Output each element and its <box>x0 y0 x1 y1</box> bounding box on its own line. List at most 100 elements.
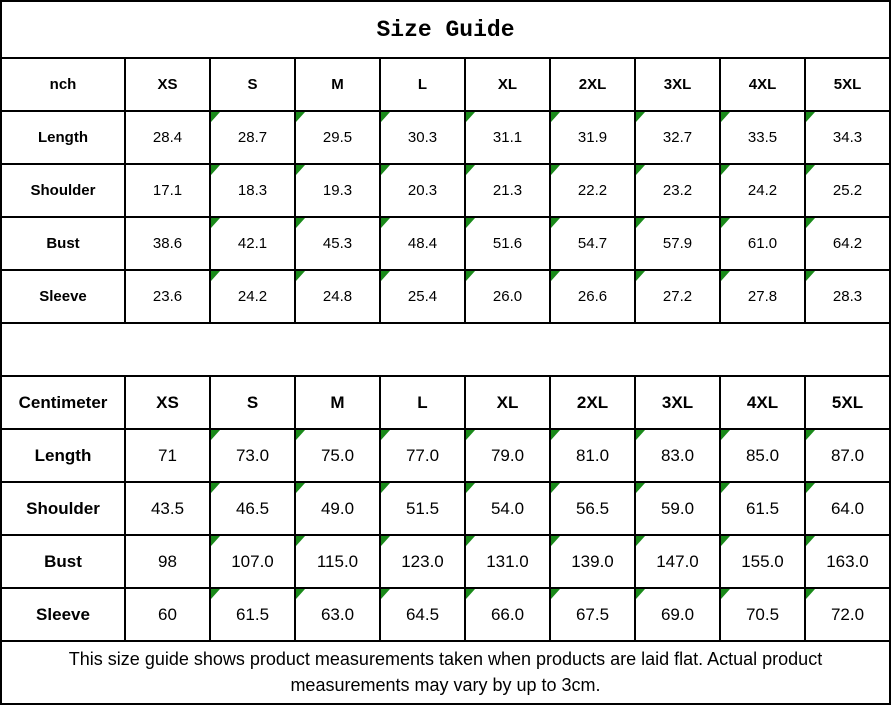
size-header-cell: 5XL <box>804 57 891 112</box>
cell-error-indicator-icon <box>807 113 815 122</box>
inch-header-row: nch XS S M L XL 2XL 3XL 4XL 5XL <box>0 57 891 112</box>
measurement-label-cell: Length <box>0 428 126 483</box>
measurement-value: 24.2 <box>747 182 778 199</box>
measurement-value: 31.9 <box>577 129 608 146</box>
measurement-value-cell: 63.0 <box>294 587 381 642</box>
measurement-value: 155.0 <box>741 551 784 571</box>
cell-error-indicator-icon <box>722 537 730 546</box>
measurement-value: 48.4 <box>407 235 438 252</box>
centimeter-header-row: Centimeter XS S M L XL 2XL 3XL 4XL 5XL <box>0 375 891 430</box>
measurement-value-cell: 71 <box>124 428 211 483</box>
measurement-value-cell: 64.5 <box>379 587 466 642</box>
cell-error-indicator-icon <box>297 537 305 546</box>
cell-error-indicator-icon <box>467 484 475 493</box>
cell-error-indicator-icon <box>807 272 815 281</box>
measurement-value: 81.0 <box>575 445 610 465</box>
centimeter-bust-row: Bust 98 107.0 115.0 123.0 131.0 139.0 14… <box>0 534 891 589</box>
measurement-value-cell: 27.2 <box>634 269 721 324</box>
measurement-value: 61.5 <box>745 498 780 518</box>
cell-error-indicator-icon <box>552 590 560 599</box>
measurement-value-cell: 59.0 <box>634 481 721 536</box>
size-header-cell: XL <box>464 375 551 430</box>
cell-error-indicator-icon <box>212 537 220 546</box>
measurement-value-cell: 54.7 <box>549 216 636 271</box>
measurement-value-cell: 21.3 <box>464 163 551 218</box>
measurement-value-cell: 66.0 <box>464 587 551 642</box>
cell-error-indicator-icon <box>637 431 645 440</box>
measurement-value: 18.3 <box>237 182 268 199</box>
measurement-value-cell: 77.0 <box>379 428 466 483</box>
size-header-cell: L <box>379 57 466 112</box>
size-header-cell: XL <box>464 57 551 112</box>
measurement-value-cell: 56.5 <box>549 481 636 536</box>
measurement-value: 27.8 <box>747 288 778 305</box>
size-header-cell: XS <box>124 375 211 430</box>
cell-error-indicator-icon <box>212 272 220 281</box>
measurement-label-cell: Bust <box>0 534 126 589</box>
measurement-value: 26.6 <box>577 288 608 305</box>
measurement-value-cell: 69.0 <box>634 587 721 642</box>
cell-error-indicator-icon <box>722 272 730 281</box>
measurement-value-cell: 46.5 <box>209 481 296 536</box>
spacer-cell <box>0 322 891 377</box>
size-header-cell: M <box>294 375 381 430</box>
measurement-value-cell: 123.0 <box>379 534 466 589</box>
measurement-value: 59.0 <box>660 498 695 518</box>
size-header-cell: S <box>209 57 296 112</box>
measurement-value-cell: 27.8 <box>719 269 806 324</box>
centimeter-sleeve-row: Sleeve 60 61.5 63.0 64.5 66.0 67.5 69.0 … <box>0 587 891 642</box>
size-header-cell: 3XL <box>634 57 721 112</box>
measurement-value-cell: 38.6 <box>124 216 211 271</box>
size-header-cell: 4XL <box>719 375 806 430</box>
cell-error-indicator-icon <box>297 166 305 175</box>
measurement-value: 107.0 <box>231 551 274 571</box>
measurement-label-cell: Bust <box>0 216 126 271</box>
cell-error-indicator-icon <box>722 484 730 493</box>
cell-error-indicator-icon <box>807 431 815 440</box>
unit-header-cell: nch <box>0 57 126 112</box>
measurement-value: 73.0 <box>235 445 270 465</box>
measurement-value: 24.2 <box>237 288 268 305</box>
measurement-value: 31.1 <box>492 129 523 146</box>
measurement-value: 28.4 <box>152 129 183 146</box>
cell-error-indicator-icon <box>467 537 475 546</box>
cell-error-indicator-icon <box>637 537 645 546</box>
measurement-value-cell: 67.5 <box>549 587 636 642</box>
cell-error-indicator-icon <box>722 431 730 440</box>
measurement-label-cell: Sleeve <box>0 269 126 324</box>
size-header-cell: 4XL <box>719 57 806 112</box>
cell-error-indicator-icon <box>637 484 645 493</box>
measurement-value: 32.7 <box>662 129 693 146</box>
cell-error-indicator-icon <box>807 484 815 493</box>
measurement-value-cell: 31.1 <box>464 110 551 165</box>
measurement-value-cell: 81.0 <box>549 428 636 483</box>
cell-error-indicator-icon <box>297 431 305 440</box>
measurement-value-cell: 25.2 <box>804 163 891 218</box>
cell-error-indicator-icon <box>467 113 475 122</box>
cell-error-indicator-icon <box>552 219 560 228</box>
measurement-value-cell: 33.5 <box>719 110 806 165</box>
measurement-value: 57.9 <box>662 235 693 252</box>
measurement-value-cell: 70.5 <box>719 587 806 642</box>
measurement-value-cell: 72.0 <box>804 587 891 642</box>
measurement-value: 27.2 <box>662 288 693 305</box>
measurement-value-cell: 49.0 <box>294 481 381 536</box>
measurement-value-cell: 51.6 <box>464 216 551 271</box>
measurement-value: 66.0 <box>490 604 525 624</box>
measurement-value: 30.3 <box>407 129 438 146</box>
measurement-value-cell: 155.0 <box>719 534 806 589</box>
measurement-value-cell: 85.0 <box>719 428 806 483</box>
cell-error-indicator-icon <box>212 484 220 493</box>
measurement-value-cell: 18.3 <box>209 163 296 218</box>
cell-error-indicator-icon <box>552 113 560 122</box>
cell-error-indicator-icon <box>637 166 645 175</box>
cell-error-indicator-icon <box>552 537 560 546</box>
measurement-value-cell: 75.0 <box>294 428 381 483</box>
measurement-value-cell: 17.1 <box>124 163 211 218</box>
measurement-value-cell: 147.0 <box>634 534 721 589</box>
measurement-value-cell: 60 <box>124 587 211 642</box>
measurement-value: 163.0 <box>826 551 869 571</box>
measurement-value: 23.6 <box>152 288 183 305</box>
measurement-value: 45.3 <box>322 235 353 252</box>
